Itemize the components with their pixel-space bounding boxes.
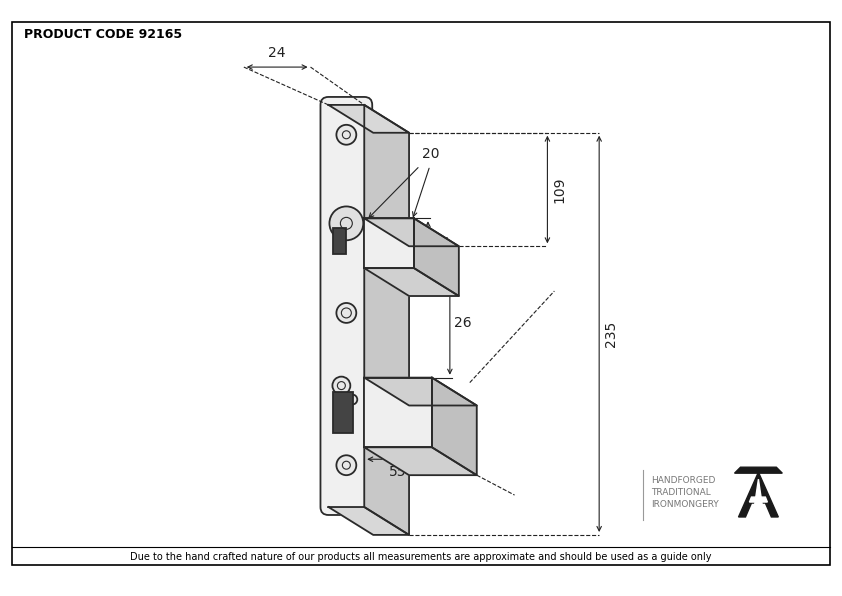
Circle shape xyxy=(329,206,363,240)
Polygon shape xyxy=(365,448,477,475)
Polygon shape xyxy=(328,105,409,133)
Circle shape xyxy=(348,395,357,405)
Text: 109: 109 xyxy=(552,176,567,203)
Text: 55: 55 xyxy=(389,465,407,479)
Text: HANDFORGED: HANDFORGED xyxy=(651,476,716,485)
Text: 63: 63 xyxy=(432,405,450,420)
Circle shape xyxy=(337,303,356,323)
Polygon shape xyxy=(365,218,459,246)
Text: Due to the hand crafted nature of our products all measurements are approximate : Due to the hand crafted nature of our pr… xyxy=(131,552,711,562)
Polygon shape xyxy=(365,268,459,296)
Polygon shape xyxy=(365,105,409,535)
FancyBboxPatch shape xyxy=(321,97,372,515)
Circle shape xyxy=(337,455,356,475)
Text: 24: 24 xyxy=(269,46,286,60)
Text: IRONMONGERY: IRONMONGERY xyxy=(651,499,719,508)
Polygon shape xyxy=(365,378,477,405)
Polygon shape xyxy=(328,507,409,535)
Circle shape xyxy=(333,377,350,395)
Text: 20: 20 xyxy=(422,147,440,161)
Polygon shape xyxy=(754,479,764,513)
Text: 235: 235 xyxy=(605,321,618,347)
Circle shape xyxy=(337,125,356,145)
Text: 26: 26 xyxy=(454,316,472,330)
Polygon shape xyxy=(432,378,477,475)
Polygon shape xyxy=(365,218,414,268)
Text: PRODUCT CODE 92165: PRODUCT CODE 92165 xyxy=(24,28,182,41)
Bar xyxy=(333,392,354,433)
Polygon shape xyxy=(414,218,459,296)
Polygon shape xyxy=(749,497,767,502)
Polygon shape xyxy=(738,472,778,517)
Polygon shape xyxy=(365,378,432,448)
Text: TRADITIONAL: TRADITIONAL xyxy=(651,488,711,496)
Text: 45: 45 xyxy=(432,236,450,250)
Bar xyxy=(333,228,346,254)
Polygon shape xyxy=(734,467,782,473)
